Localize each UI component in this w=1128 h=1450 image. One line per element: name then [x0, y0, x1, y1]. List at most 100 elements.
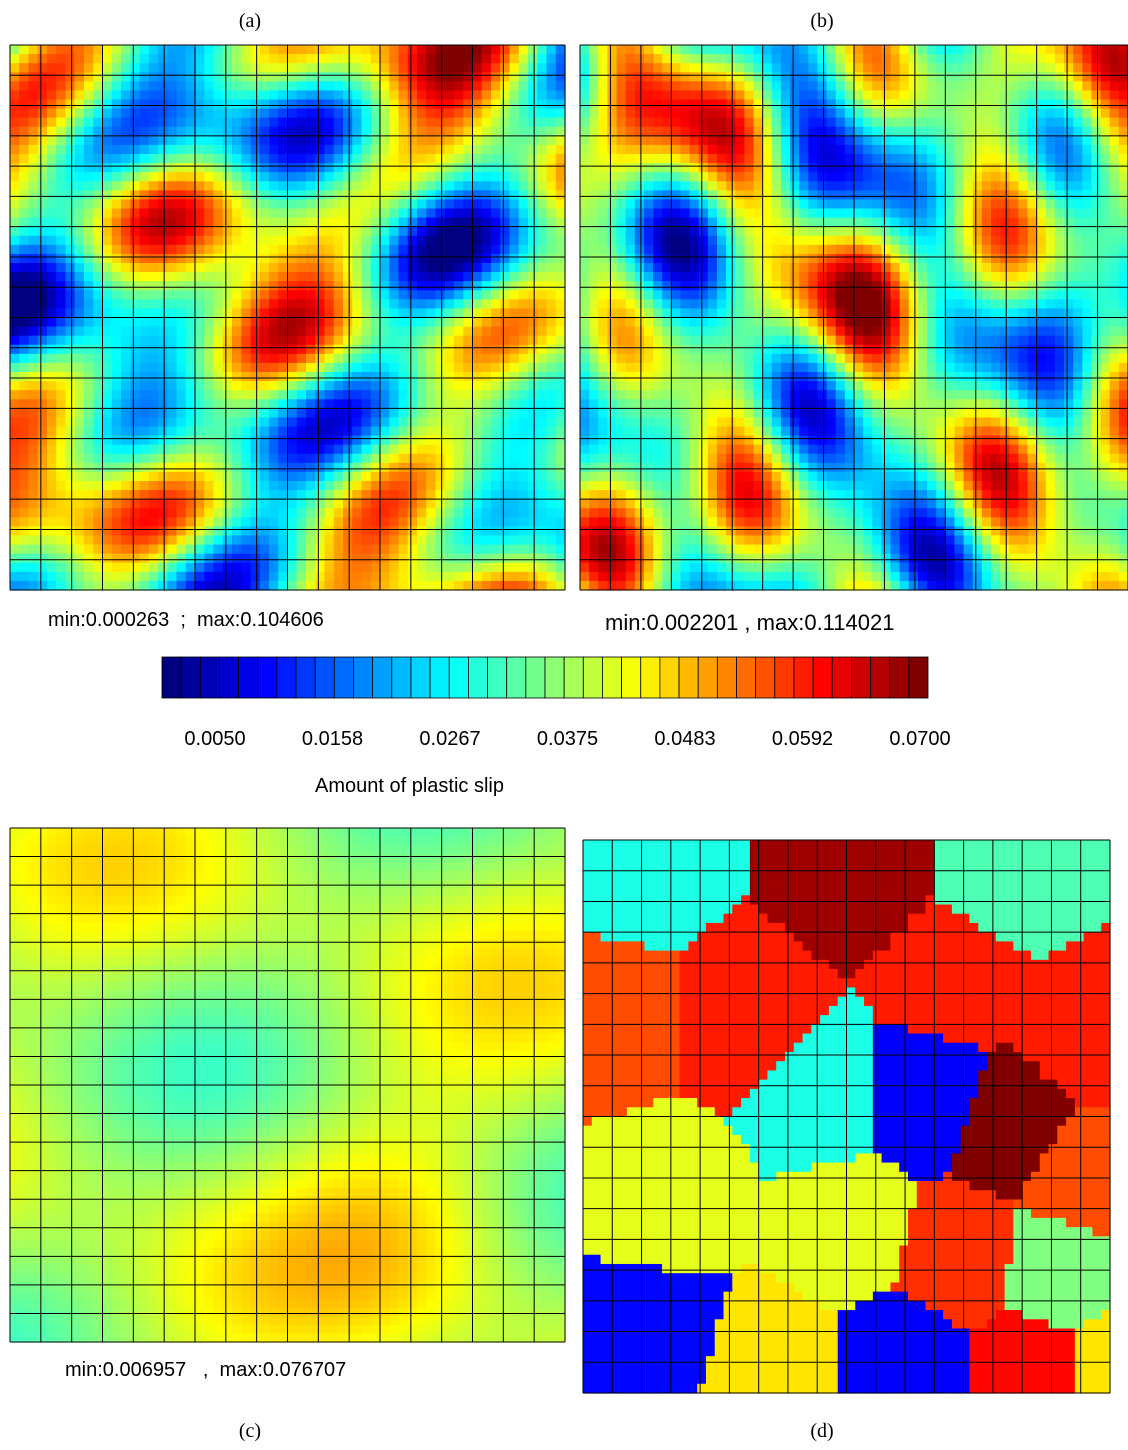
cell: [444, 317, 455, 328]
cell: [398, 417, 409, 428]
cell: [454, 63, 464, 73]
cell: [555, 290, 566, 300]
cell: [518, 535, 529, 546]
cell: [671, 72, 682, 82]
cell: [537, 517, 548, 528]
cell: [598, 353, 608, 364]
cell: [454, 81, 464, 92]
cell: [625, 208, 636, 219]
cell: [19, 353, 30, 364]
cell: [250, 317, 261, 328]
cell: [771, 163, 782, 173]
cell: [176, 462, 187, 473]
cell: [707, 290, 718, 300]
cell: [361, 190, 372, 201]
cell: [343, 263, 353, 273]
cell: [130, 263, 141, 273]
cell: [389, 54, 400, 64]
cell: [580, 181, 590, 191]
cell: [222, 499, 233, 509]
cell: [93, 235, 104, 246]
cell: [222, 235, 233, 246]
cell: [93, 308, 104, 319]
cell: [744, 562, 755, 573]
cell: [158, 190, 168, 201]
cell: [315, 453, 326, 464]
cell: [130, 126, 141, 137]
cell: [343, 444, 353, 455]
cell: [130, 435, 141, 446]
cell: [380, 553, 390, 564]
cell: [491, 344, 501, 355]
cell: [158, 399, 168, 409]
cell: [185, 372, 196, 382]
cell: [435, 253, 446, 264]
cell: [111, 144, 122, 155]
cell: [598, 544, 608, 555]
cell: [607, 499, 618, 509]
cell: [93, 335, 104, 346]
cell: [444, 544, 455, 555]
cell: [28, 72, 39, 82]
cell: [625, 562, 636, 573]
cell: [598, 217, 608, 228]
cell: [361, 580, 372, 591]
cell: [213, 453, 224, 464]
cell: [333, 226, 344, 237]
cell: [74, 72, 85, 82]
cell: [259, 426, 270, 437]
cell: [744, 308, 755, 319]
cell: [84, 235, 94, 246]
cell: [352, 481, 363, 491]
cell: [426, 299, 437, 310]
cell: [472, 535, 483, 546]
cell: [689, 263, 700, 273]
cell: [735, 453, 745, 464]
cell: [278, 435, 289, 446]
cell: [634, 462, 645, 473]
cell: [250, 417, 261, 428]
cell: [491, 290, 501, 300]
cell: [537, 117, 548, 128]
cell: [762, 253, 773, 264]
cell: [315, 381, 326, 391]
cell: [185, 535, 196, 546]
cell: [454, 235, 464, 246]
cell: [185, 54, 196, 64]
cell: [653, 490, 663, 500]
cell: [380, 308, 390, 319]
cell: [426, 372, 437, 382]
cell: [762, 290, 773, 300]
cell: [634, 335, 645, 346]
cell: [537, 163, 548, 173]
cell: [744, 290, 755, 300]
cell: [689, 126, 700, 137]
cell: [607, 208, 618, 219]
cell: [139, 308, 150, 319]
cell: [616, 199, 627, 210]
cell: [653, 508, 663, 518]
cell: [84, 217, 94, 228]
cell: [762, 317, 773, 328]
cell: [680, 154, 691, 164]
cell: [771, 426, 782, 437]
cell: [10, 353, 20, 364]
cell: [37, 326, 48, 337]
cell: [653, 45, 663, 55]
cell: [380, 353, 390, 364]
cell: [65, 172, 76, 182]
cell: [653, 353, 663, 364]
cell: [744, 90, 755, 101]
cell: [185, 144, 196, 155]
cell: [407, 54, 418, 64]
cell: [598, 526, 608, 537]
cell: [762, 580, 773, 591]
cell: [680, 408, 691, 419]
cell: [518, 208, 529, 219]
cell: [65, 45, 76, 55]
cell: [250, 135, 261, 146]
cell: [176, 499, 187, 509]
cell: [93, 362, 104, 373]
cell: [707, 235, 718, 246]
cell: [47, 172, 57, 182]
